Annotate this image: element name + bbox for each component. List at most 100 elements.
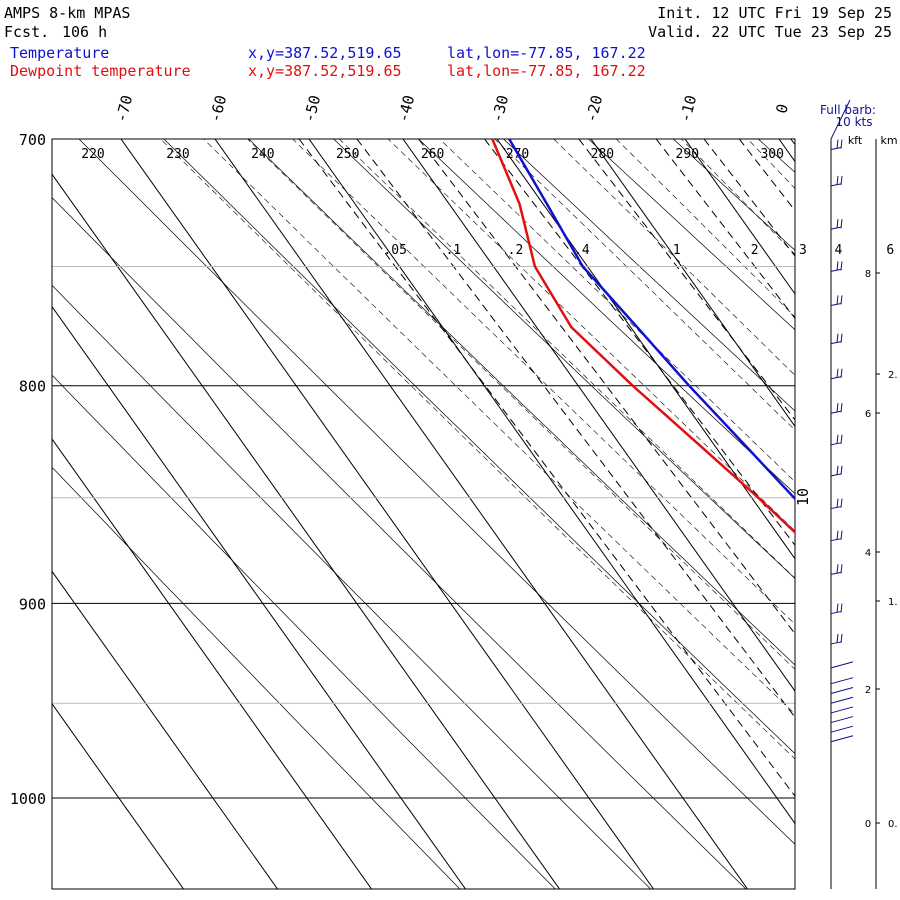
km-tick-label: 0. [888, 819, 898, 830]
wind-barb-feather [836, 498, 839, 508]
mixing-ratio-label: 4 [835, 243, 843, 258]
wind-barb [830, 183, 842, 187]
wind-barb-feather [836, 403, 839, 413]
wind-barb [830, 506, 842, 510]
isotherm-line [402, 139, 795, 692]
isotherm-line [52, 305, 467, 889]
wind-barb [830, 442, 842, 446]
theta-label: 250 [336, 147, 359, 162]
wind-barb-feather [836, 219, 839, 229]
moist-adiabat-line [292, 139, 795, 625]
theta-label: 290 [676, 147, 699, 162]
kft-label: kft [848, 134, 863, 147]
wind-barb-feather [836, 295, 839, 305]
moist-adiabat-line [681, 139, 795, 255]
wind-barb [830, 696, 854, 704]
moist-adiabat-line [685, 2, 900, 900]
wind-barb [830, 706, 854, 714]
wind-barb-feather [840, 434, 843, 444]
wind-barb [830, 302, 842, 306]
wind-profile: Full barb: 10 kts kft km 8 6 4 2 0 2. 1. 0. [820, 99, 898, 889]
wind-barb-feather [840, 261, 843, 271]
isotherm-line [590, 139, 795, 428]
wind-barb-subtitle: 10 kts [836, 115, 873, 129]
temperature-tick-label: -50 [300, 93, 324, 124]
mixing-ratio-label: .05 [383, 243, 406, 258]
wind-barb [830, 147, 842, 151]
km-label: km [880, 134, 897, 147]
wind-barb-feather [836, 465, 839, 475]
wind-barb-feather [840, 219, 843, 229]
moist-adiabat-line [752, 2, 900, 900]
dry-adiabat-line [333, 139, 795, 579]
dry-adiabat-line [78, 139, 795, 845]
moist-adiabat-line [247, 139, 795, 670]
init-time: Init. 12 UTC Fri 19 Sep 25 [657, 4, 892, 22]
sounding-series [491, 139, 795, 535]
mixing-ratio-line [356, 139, 795, 719]
legend-dewpoint-xy: x,y=387.52,519.65 [248, 62, 402, 80]
wind-barb [830, 226, 842, 230]
wind-barb-feather [840, 633, 843, 643]
dry-adiabat-line [757, 139, 795, 173]
mixing-ratio-label: .2 [508, 243, 524, 258]
mixing-ratio-line [655, 139, 795, 320]
moist-adiabat-line [387, 139, 795, 532]
temperature-tick-label: -70 [112, 93, 136, 124]
forecast-hours: 106 h [62, 23, 108, 41]
dry-adiabat-line [418, 139, 795, 495]
isotherm-line [52, 570, 279, 889]
wind-barb-feather [840, 175, 843, 185]
wind-barb [830, 376, 842, 380]
wind-barb [830, 473, 842, 477]
wind-barb [830, 677, 854, 685]
isotherm-right-label: 10 [794, 488, 812, 506]
wind-barb-feather [836, 139, 839, 149]
wind-barb-feather [836, 261, 839, 271]
wind-barb [830, 341, 842, 345]
wind-barb-feather [840, 403, 843, 413]
wind-barb-feather [836, 603, 839, 613]
isotherm-line [52, 438, 373, 889]
wind-barb-feather [840, 333, 843, 343]
wind-barb [830, 661, 854, 669]
moist-adiabat-line [439, 139, 795, 483]
wind-barb-feather [836, 368, 839, 378]
wind-barb-title: Full barb: [820, 103, 876, 117]
theta-label: 220 [81, 147, 104, 162]
moist-adiabat-line [494, 139, 795, 431]
dry-adiabat-line [52, 374, 556, 889]
valid-time: Valid. 22 UTC Tue 23 Sep 25 [648, 23, 892, 41]
mixing-ratio-label: .1 [446, 243, 462, 258]
moist-adiabat-line [203, 139, 795, 715]
dry-adiabat-line [52, 197, 747, 889]
wind-barb [830, 268, 842, 272]
mixing-ratio-label: 6 [886, 243, 894, 258]
isotherm-line [52, 702, 185, 889]
wind-barb-feather [836, 434, 839, 444]
temperature-tick-label: -60 [206, 93, 230, 124]
wind-barb-feather [836, 530, 839, 540]
wind-barb-feather [840, 295, 843, 305]
wind-barb-feather [840, 368, 843, 378]
pressure-label: 1000 [10, 790, 46, 808]
plot-frame [51, 138, 796, 890]
wind-barb-feather [836, 175, 839, 185]
legend-dewpoint: Dewpoint temperature [10, 62, 191, 80]
wind-barb [830, 735, 854, 743]
kft-tick-label: 4 [865, 548, 871, 559]
km-tick-label: 2. [888, 370, 898, 381]
dry-adiabat-line [52, 466, 461, 889]
dry-adiabat-line [248, 139, 795, 666]
dry-adiabat-line [659, 0, 900, 900]
dry-adiabat-line [587, 139, 795, 331]
wind-barb-feather [840, 498, 843, 508]
moist-adiabat-line [160, 139, 795, 760]
theta-label: 260 [421, 147, 444, 162]
wind-barb [830, 641, 842, 645]
kft-tick-label: 0 [865, 819, 871, 830]
wind-barb-feather [840, 139, 843, 149]
wind-barb-feather [836, 333, 839, 343]
